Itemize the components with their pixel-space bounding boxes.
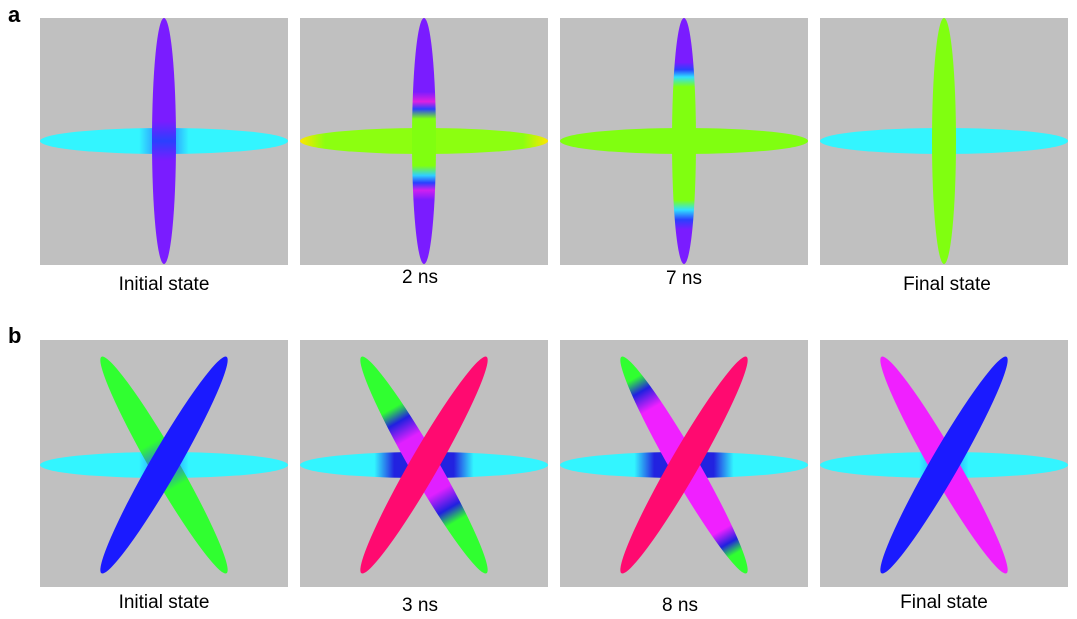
caption: Final state [903,274,991,295]
caption: 2 ns [402,267,438,288]
caption: Initial state [119,592,210,613]
panel-label: a [8,2,21,27]
panel [40,18,288,265]
caption: Initial state [119,274,210,295]
caption: 3 ns [402,595,438,614]
element [152,18,176,264]
caption: 7 ns [666,268,702,289]
caption: 8 ns [662,595,698,614]
panel [300,18,548,265]
panel [300,340,548,587]
panel [560,18,808,265]
panel [820,340,1068,587]
element [932,18,956,264]
panel [820,18,1068,265]
page: a b [0,0,1077,614]
panel [40,340,288,587]
figure: a b [0,0,1077,614]
element [672,18,696,264]
caption: Final state [900,592,988,613]
panel-label: b [8,323,21,348]
panel [560,340,808,587]
element [412,18,436,264]
